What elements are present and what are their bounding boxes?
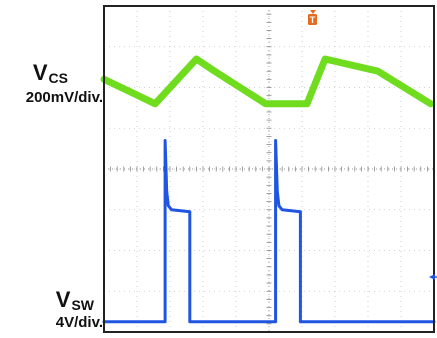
trigger-marker-label: T	[310, 15, 316, 25]
channel-cs-scale: 200mV/div.	[26, 90, 103, 105]
channel-sw-name: VSW	[56, 289, 94, 312]
channel-sw-scale: 4V/div.	[56, 315, 103, 330]
channel-cs-name: VCS	[33, 62, 68, 85]
